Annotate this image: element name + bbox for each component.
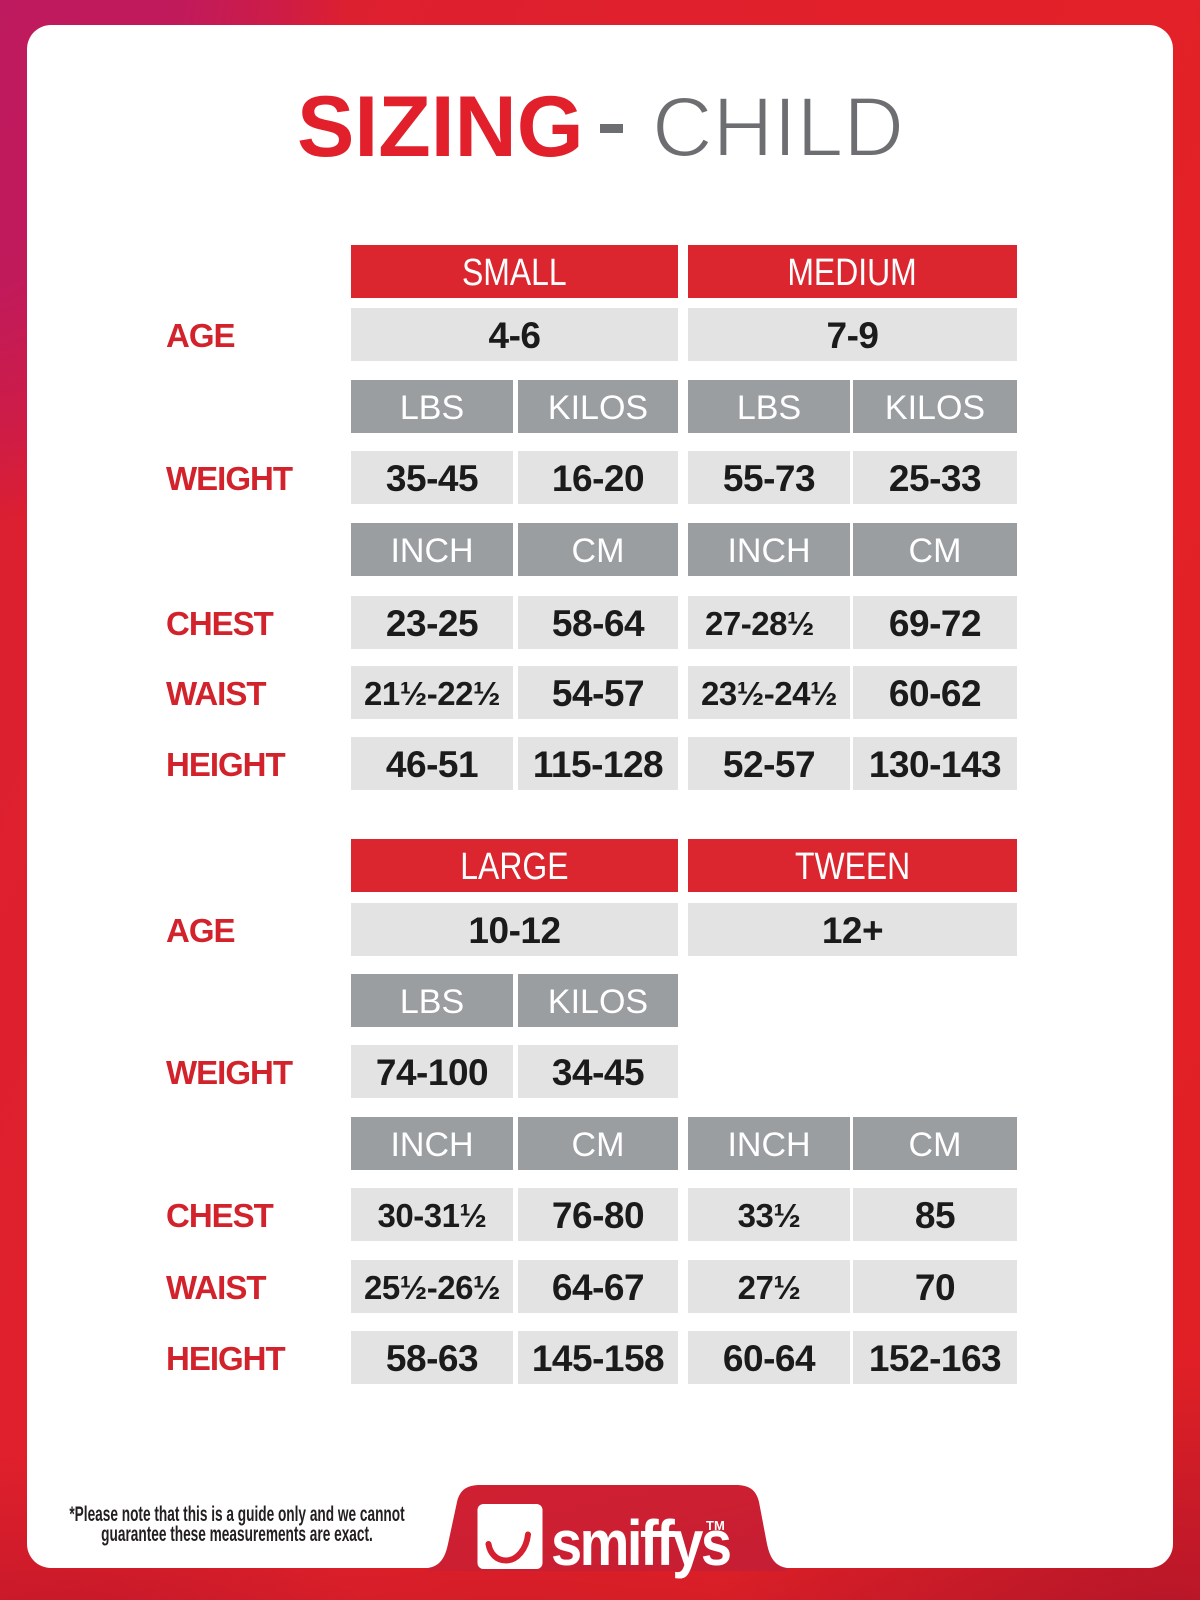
svg-text:TM: TM [706,1518,725,1533]
svg-text:smiffys: smiffys [551,1506,731,1579]
